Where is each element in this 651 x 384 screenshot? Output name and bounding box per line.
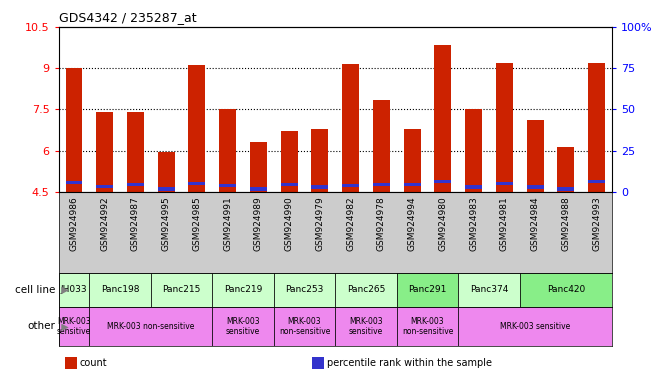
- Bar: [396, 307, 458, 346]
- Bar: [151, 273, 212, 307]
- Bar: [212, 307, 274, 346]
- Bar: [66, 68, 83, 192]
- Text: MRK-003
sensitive: MRK-003 sensitive: [57, 317, 91, 336]
- Text: GSM924981: GSM924981: [500, 196, 509, 251]
- Bar: [250, 187, 267, 190]
- Text: MRK-003
sensitive: MRK-003 sensitive: [349, 317, 383, 336]
- Text: percentile rank within the sample: percentile rank within the sample: [327, 358, 492, 368]
- Bar: [588, 63, 605, 192]
- Bar: [557, 147, 574, 192]
- Bar: [274, 273, 335, 307]
- Text: GSM924990: GSM924990: [284, 196, 294, 251]
- Bar: [59, 307, 89, 346]
- Text: GSM924987: GSM924987: [131, 196, 140, 251]
- Bar: [465, 185, 482, 189]
- Bar: [496, 182, 513, 185]
- Bar: [66, 181, 83, 184]
- Text: GSM924978: GSM924978: [377, 196, 386, 251]
- Text: GSM924993: GSM924993: [592, 196, 601, 251]
- Bar: [434, 45, 451, 192]
- Text: GSM924988: GSM924988: [561, 196, 570, 251]
- Text: GSM924983: GSM924983: [469, 196, 478, 251]
- Text: Panc291: Panc291: [408, 285, 447, 295]
- Text: cell line: cell line: [15, 285, 55, 295]
- Text: GSM924991: GSM924991: [223, 196, 232, 251]
- Text: GSM924980: GSM924980: [438, 196, 447, 251]
- Text: count: count: [79, 358, 107, 368]
- Bar: [342, 64, 359, 192]
- Text: MRK-003 sensitive: MRK-003 sensitive: [500, 322, 570, 331]
- Bar: [158, 152, 174, 192]
- Bar: [458, 307, 612, 346]
- Bar: [250, 142, 267, 192]
- Bar: [396, 273, 458, 307]
- Bar: [96, 185, 113, 188]
- Bar: [458, 273, 519, 307]
- Bar: [404, 183, 421, 186]
- Bar: [189, 182, 205, 185]
- Text: GSM924992: GSM924992: [100, 196, 109, 251]
- Bar: [404, 129, 421, 192]
- Text: GSM924986: GSM924986: [70, 196, 79, 251]
- Bar: [335, 273, 396, 307]
- Bar: [219, 109, 236, 192]
- Text: other: other: [27, 321, 55, 331]
- Bar: [496, 63, 513, 192]
- Text: Panc198: Panc198: [101, 285, 139, 295]
- Bar: [465, 109, 482, 192]
- Bar: [127, 112, 144, 192]
- Text: ▶: ▶: [55, 285, 69, 295]
- Bar: [527, 121, 544, 192]
- Text: Panc420: Panc420: [547, 285, 585, 295]
- Text: Panc265: Panc265: [347, 285, 385, 295]
- Text: MRK-003 non-sensitive: MRK-003 non-sensitive: [107, 322, 195, 331]
- Bar: [89, 307, 212, 346]
- Bar: [527, 185, 544, 189]
- Bar: [158, 187, 174, 190]
- Bar: [96, 112, 113, 192]
- Bar: [189, 65, 205, 192]
- Text: GSM924994: GSM924994: [408, 196, 417, 251]
- Bar: [557, 187, 574, 190]
- Bar: [335, 307, 396, 346]
- Bar: [342, 184, 359, 187]
- Text: GSM924989: GSM924989: [254, 196, 263, 251]
- Text: MRK-003
non-sensitive: MRK-003 non-sensitive: [402, 317, 453, 336]
- Text: GSM924995: GSM924995: [161, 196, 171, 251]
- Bar: [212, 273, 274, 307]
- Text: MRK-003
non-sensitive: MRK-003 non-sensitive: [279, 317, 330, 336]
- Text: MRK-003
sensitive: MRK-003 sensitive: [226, 317, 260, 336]
- Text: JH033: JH033: [61, 285, 87, 295]
- Bar: [281, 131, 298, 192]
- Text: Panc374: Panc374: [470, 285, 508, 295]
- Bar: [519, 273, 612, 307]
- Bar: [89, 273, 151, 307]
- Text: GSM924984: GSM924984: [531, 196, 540, 251]
- Text: GSM924982: GSM924982: [346, 196, 355, 251]
- Bar: [127, 183, 144, 186]
- Text: Panc253: Panc253: [285, 285, 324, 295]
- Bar: [434, 180, 451, 183]
- Bar: [373, 100, 390, 192]
- Bar: [588, 180, 605, 183]
- Bar: [219, 184, 236, 187]
- Text: GDS4342 / 235287_at: GDS4342 / 235287_at: [59, 11, 196, 24]
- Bar: [281, 183, 298, 186]
- Bar: [373, 183, 390, 186]
- Text: GSM924985: GSM924985: [193, 196, 201, 251]
- Text: Panc219: Panc219: [224, 285, 262, 295]
- Text: GSM924979: GSM924979: [315, 196, 324, 251]
- Bar: [311, 129, 328, 192]
- Text: Panc215: Panc215: [162, 285, 201, 295]
- Text: ▶: ▶: [55, 321, 69, 331]
- Bar: [311, 185, 328, 189]
- Bar: [59, 273, 89, 307]
- Bar: [274, 307, 335, 346]
